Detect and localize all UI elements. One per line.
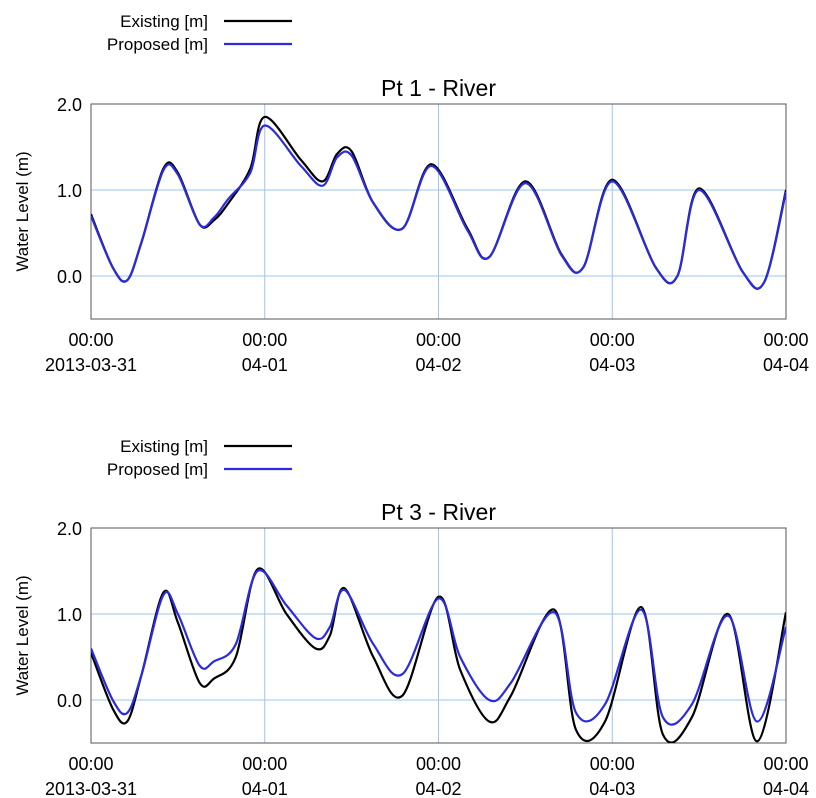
x-tick-time-label: 00:00 [242, 330, 287, 350]
chart-title: Pt 3 - River [381, 499, 496, 525]
x-tick-time-label: 00:00 [242, 754, 287, 774]
x-tick-time-label: 00:00 [590, 754, 635, 774]
x-tick-date-label: 04-01 [242, 355, 288, 375]
series-existing-line [91, 567, 786, 743]
x-tick-date-label: 04-03 [589, 355, 635, 375]
series-proposed-line [91, 124, 786, 290]
plot-frame [90, 527, 787, 744]
chart-title: Pt 1 - River [381, 75, 496, 101]
y-axis-label: Water Level (m) [13, 575, 32, 695]
x-tick-time-label: 00:00 [416, 330, 461, 350]
chart-panel-2: Existing [m] Proposed [m] Pt 3 - River 0.0 1… [13, 437, 809, 798]
x-tick-date-label: 04-01 [242, 779, 288, 798]
y-tick-label: 2.0 [57, 519, 82, 539]
x-tick-time-label: 00:00 [416, 754, 461, 774]
x-tick-date-label: 2013-03-31 [45, 355, 137, 375]
x-tick-time-label: 00:00 [68, 330, 113, 350]
y-tick-label: 1.0 [57, 181, 82, 201]
x-tick-date-label: 2013-03-31 [45, 779, 137, 798]
x-tick-time-label: 00:00 [763, 330, 808, 350]
x-tick-time-label: 00:00 [763, 754, 808, 774]
legend-label: Existing [m] [120, 12, 208, 31]
x-tick-date-label: 04-02 [415, 355, 461, 375]
series-proposed-line [91, 569, 786, 726]
y-tick-label: 1.0 [57, 605, 82, 625]
y-tick-label: 0.0 [57, 267, 82, 287]
y-axis-label: Water Level (m) [13, 151, 32, 271]
legend-label: Proposed [m] [107, 35, 208, 54]
x-tick-date-label: 04-04 [763, 779, 809, 798]
x-tick-time-label: 00:00 [68, 754, 113, 774]
plot-frame [90, 103, 787, 320]
x-tick-date-label: 04-03 [589, 779, 635, 798]
x-tick-date-label: 04-04 [763, 355, 809, 375]
chart-panel-1: Existing [m] Proposed [m] Pt 1 - River 0.0 1… [13, 12, 809, 375]
legend-label: Existing [m] [120, 437, 208, 456]
x-tick-time-label: 00:00 [590, 330, 635, 350]
x-tick-date-label: 04-02 [415, 779, 461, 798]
y-tick-label: 2.0 [57, 95, 82, 115]
legend-label: Proposed [m] [107, 460, 208, 479]
y-tick-label: 0.0 [57, 691, 82, 711]
